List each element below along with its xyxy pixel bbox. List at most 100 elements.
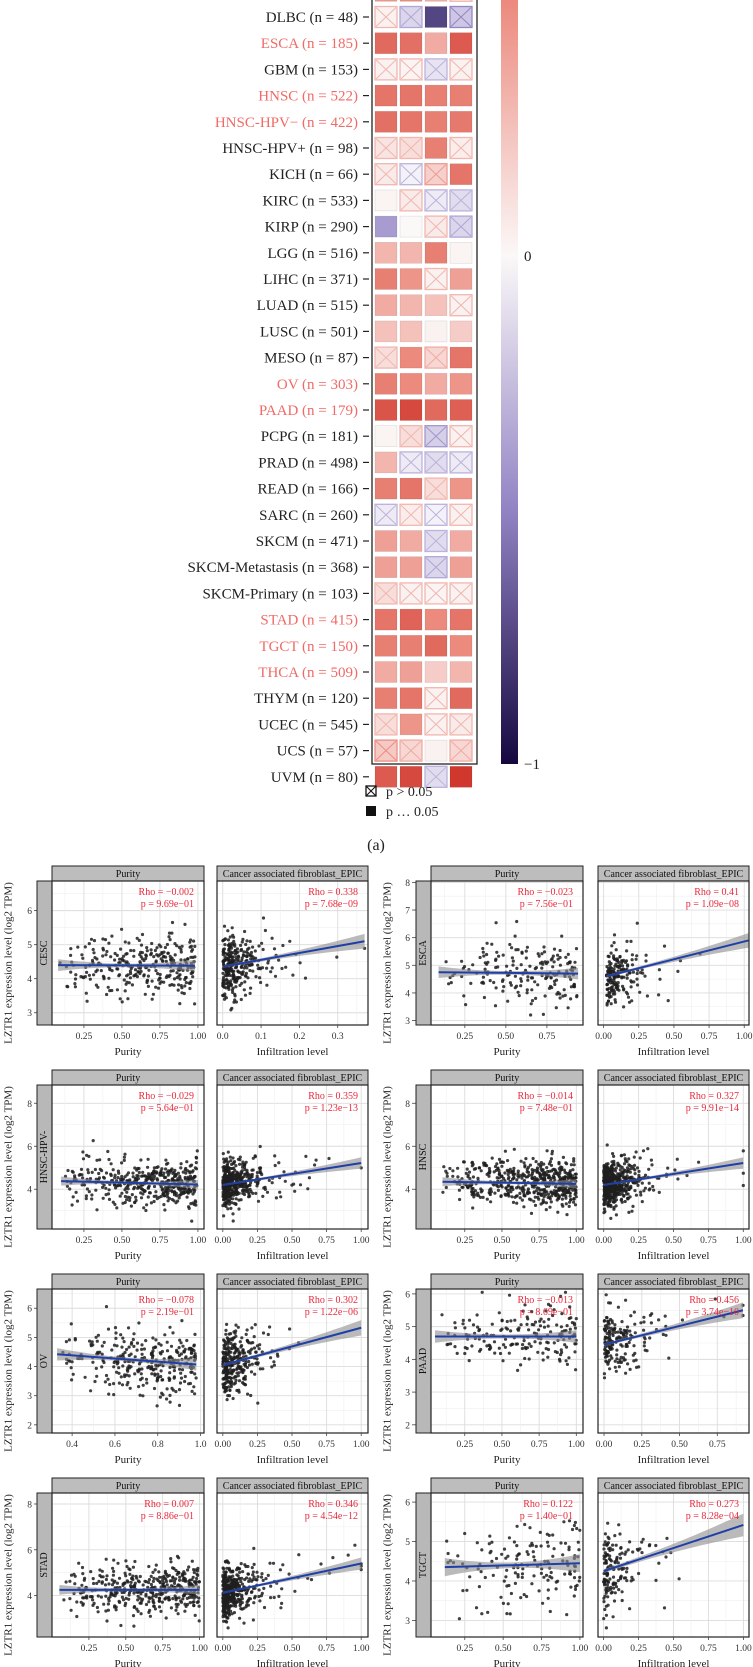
data-point	[73, 1582, 77, 1586]
data-point	[574, 1317, 578, 1321]
data-point	[644, 953, 648, 957]
data-point	[546, 1324, 550, 1328]
data-point	[624, 1298, 628, 1302]
data-point	[489, 1187, 493, 1191]
cancer-strip-label: HNSC-HPV-	[39, 1131, 50, 1183]
data-point	[564, 1359, 568, 1363]
data-point	[113, 1183, 117, 1187]
x-tick-label: 0.6	[109, 1440, 121, 1450]
colorbar: 0−1	[501, 0, 540, 773]
heatmap-cell	[424, 242, 448, 264]
y-tick-label: 8	[27, 1100, 32, 1110]
data-point	[486, 960, 490, 964]
heatmap-cell	[399, 765, 423, 788]
data-point	[265, 966, 269, 970]
heatmap-cell	[449, 320, 473, 343]
data-point	[225, 1322, 229, 1326]
data-point	[152, 1169, 156, 1174]
data-point	[509, 1329, 513, 1333]
data-point	[85, 999, 89, 1003]
data-point	[104, 1557, 108, 1561]
heatmap-cell	[374, 687, 398, 710]
data-point	[154, 1338, 158, 1342]
data-point	[140, 1347, 144, 1351]
data-point	[560, 1193, 564, 1197]
data-point	[607, 955, 611, 959]
data-point	[561, 1190, 566, 1194]
data-point	[570, 965, 574, 970]
x-tick-label: 0.25	[456, 1440, 473, 1450]
data-point	[168, 973, 172, 977]
data-point	[177, 1196, 181, 1200]
data-point	[167, 935, 171, 939]
panel-title: Purity	[495, 1073, 519, 1084]
data-point	[189, 938, 193, 942]
y-tick-label: 4	[27, 1592, 32, 1602]
data-point	[616, 974, 620, 978]
data-point	[114, 1331, 118, 1335]
x-tick-label: 0.8	[152, 1440, 164, 1450]
data-point	[193, 1352, 197, 1356]
data-point	[462, 994, 466, 998]
data-point	[105, 992, 109, 997]
data-point	[540, 952, 544, 956]
data-point	[227, 1351, 231, 1356]
data-point	[152, 955, 156, 959]
data-point	[143, 992, 147, 996]
data-point	[222, 979, 227, 983]
data-point	[172, 977, 177, 981]
data-point	[547, 986, 552, 991]
heatmap-row: KIRP (n = 290)	[265, 215, 473, 238]
data-point	[107, 1188, 111, 1192]
data-point	[242, 954, 246, 958]
data-point	[533, 980, 537, 984]
data-point	[87, 1190, 91, 1194]
data-point	[221, 1382, 225, 1386]
data-point	[573, 1203, 578, 1207]
data-point	[190, 1578, 194, 1582]
data-point	[236, 950, 240, 954]
data-point	[222, 1157, 226, 1161]
data-point	[140, 932, 145, 937]
data-point	[115, 1362, 119, 1366]
data-point	[146, 1165, 150, 1169]
data-point	[529, 1344, 533, 1348]
data-point	[647, 1181, 651, 1185]
data-point	[107, 1157, 111, 1162]
data-point	[510, 946, 514, 950]
data-point	[151, 1570, 155, 1574]
cross-mark	[425, 452, 447, 473]
data-point	[92, 1601, 96, 1605]
data-point	[230, 1346, 234, 1351]
data-point	[613, 981, 618, 985]
heatmap-row	[374, 0, 473, 2]
data-point	[139, 1592, 143, 1596]
data-point	[270, 1181, 274, 1185]
y-axis-title: LZTR1 expression level (log2 TPM)	[3, 1494, 15, 1656]
cross-mark	[450, 216, 472, 237]
data-point	[172, 1375, 176, 1379]
data-point	[533, 1320, 538, 1324]
panel-title: Cancer associated fibroblast_EPIC	[223, 869, 363, 880]
data-point	[179, 984, 183, 988]
x-axis-title: Infiltration level	[638, 1046, 710, 1058]
data-point	[253, 1323, 257, 1327]
data-point	[224, 1186, 228, 1190]
data-point	[221, 1152, 225, 1156]
x-tick-label: 0.25	[630, 1236, 647, 1246]
data-point	[528, 964, 532, 968]
data-point	[547, 1173, 551, 1177]
regression-line	[606, 939, 749, 978]
data-point	[566, 962, 570, 966]
x-tick-label: 1.00	[190, 1236, 207, 1246]
regression-line	[222, 940, 365, 968]
data-point	[243, 980, 247, 984]
data-point	[103, 1583, 108, 1587]
heatmap-cell	[449, 634, 473, 657]
data-point	[485, 1197, 489, 1201]
data-point	[493, 1164, 498, 1169]
data-point	[142, 974, 146, 978]
heatmap-cell	[399, 608, 423, 631]
data-point	[225, 1370, 230, 1374]
